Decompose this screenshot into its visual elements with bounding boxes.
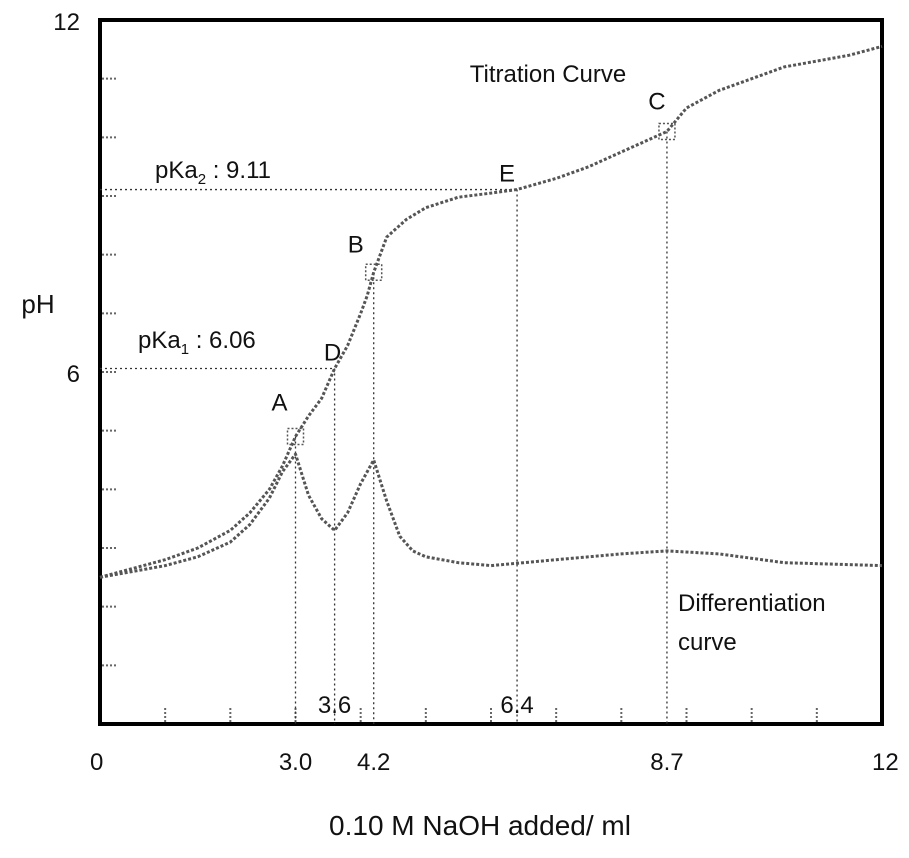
point-marker-a xyxy=(286,427,305,446)
pka1-annotation: pKa1 : 6.06 xyxy=(138,327,256,358)
diff-label-line2: curve xyxy=(678,629,737,656)
pka1-subscript: 1 xyxy=(181,341,189,358)
pka2-annotation: pKa2 : 9.11 xyxy=(155,157,271,188)
vertical-guide-label: 3.6 xyxy=(318,692,351,719)
point-marker-c xyxy=(658,122,676,141)
point-label-d: D xyxy=(324,339,341,366)
pka2-subscript: 2 xyxy=(198,171,206,188)
y-axis-label: pH xyxy=(21,289,54,319)
x-tick-label: 4.2 xyxy=(357,749,390,776)
x-axis-label: 0.10 M NaOH added/ ml xyxy=(329,810,631,841)
pka1-value: : 6.06 xyxy=(189,327,256,354)
pka1-main: pKa xyxy=(138,327,181,354)
chart-title: Titration Curve xyxy=(470,61,627,88)
point-label-b: B xyxy=(348,231,364,258)
point-label-a: A xyxy=(271,390,287,417)
point-label-e: E xyxy=(499,161,515,188)
plot-frame xyxy=(98,18,884,726)
point-label-c: C xyxy=(648,88,665,115)
x-tick-label: 12 xyxy=(872,749,899,776)
diff-label-line1: Differentiation xyxy=(678,590,826,617)
y-tick-label: 12 xyxy=(53,9,80,36)
y-tick-label: 6 xyxy=(67,361,80,388)
pka2-value: : 9.11 xyxy=(206,157,271,184)
x-tick-label: 8.7 xyxy=(650,749,683,776)
differentiation-curve-line xyxy=(99,452,883,579)
x-tick-label: 3.0 xyxy=(279,749,312,776)
x-tick-label: 0 xyxy=(90,749,103,776)
pka2-main: pKa xyxy=(155,157,198,184)
point-marker-b xyxy=(364,263,383,282)
titration-curve-line xyxy=(99,44,883,579)
vertical-guide-label: 6.4 xyxy=(500,692,533,719)
